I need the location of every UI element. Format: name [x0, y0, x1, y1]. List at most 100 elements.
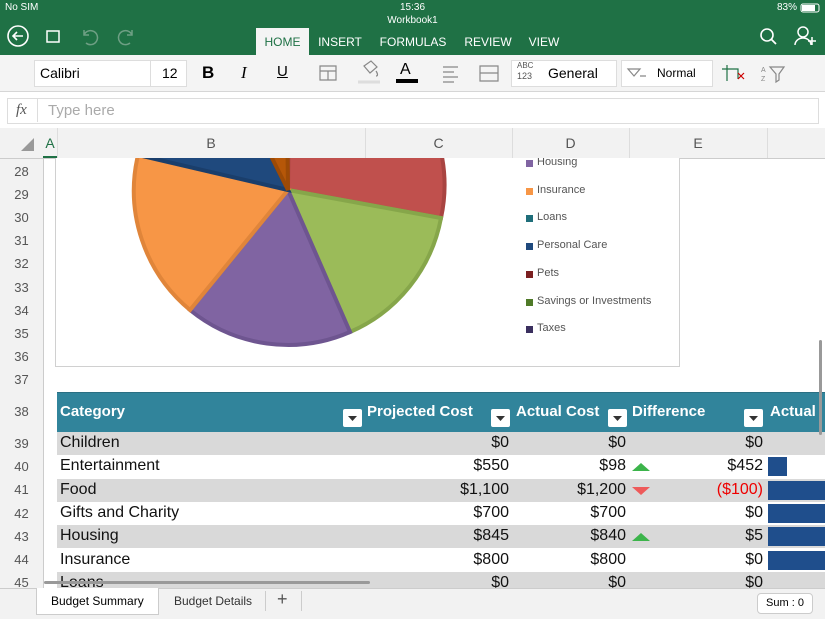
divider — [150, 61, 151, 86]
carrier: No SIM — [5, 2, 39, 13]
undo-button[interactable] — [83, 29, 99, 46]
category-cell[interactable]: Insurance — [60, 550, 131, 568]
cell-style[interactable]: Normal — [657, 66, 696, 80]
cell-style-box[interactable] — [621, 60, 713, 87]
italic-button[interactable]: I — [241, 63, 247, 82]
clock: 15:36 — [399, 2, 426, 13]
sheet-tab[interactable]: Budget Summary — [51, 594, 144, 608]
row-header[interactable]: 32 — [14, 256, 29, 272]
font-color-button[interactable]: A — [400, 61, 411, 78]
ribbon-tab[interactable]: FORMULAS — [379, 35, 447, 49]
data-bar — [768, 527, 825, 547]
value-cell[interactable]: $0 — [745, 434, 763, 451]
row-header[interactable]: 35 — [14, 326, 29, 341]
active-tab[interactable] — [256, 28, 309, 55]
value-cell[interactable]: $0 — [745, 503, 763, 521]
value-cell[interactable]: $800 — [473, 550, 509, 568]
ribbon-tab[interactable]: INSERT — [318, 35, 362, 49]
header-cell: Actual Cost — [516, 403, 600, 420]
value-cell[interactable]: $0 — [608, 434, 626, 451]
row-header[interactable]: 43 — [14, 528, 29, 544]
search-button[interactable] — [760, 28, 774, 42]
number-format-box[interactable] — [511, 60, 617, 87]
underline-button[interactable]: U — [277, 63, 288, 80]
filter-button[interactable] — [343, 409, 362, 427]
select-all[interactable] — [20, 138, 36, 152]
row-header[interactable]: 42 — [14, 505, 29, 521]
value-cell[interactable]: $700 — [473, 503, 509, 521]
share-button[interactable] — [797, 26, 809, 38]
ribbon-tab[interactable]: HOME — [264, 35, 301, 49]
value-cell[interactable]: $0 — [745, 550, 763, 568]
formula-bar[interactable] — [7, 98, 819, 124]
row-header[interactable]: 28 — [14, 163, 29, 179]
workbook-title: Workbook1 — [387, 15, 438, 26]
value-cell[interactable]: $0 — [491, 573, 509, 591]
ribbon-tab[interactable]: REVIEW — [464, 35, 512, 49]
value-cell[interactable]: $0 — [745, 573, 763, 591]
value-cell[interactable]: ($100) — [716, 480, 763, 498]
scrollbar[interactable] — [44, 581, 370, 584]
table-row — [57, 501, 825, 526]
toolbar-icons: AZ — [319, 60, 786, 84]
filter-arrow — [749, 416, 758, 421]
scrollbar[interactable] — [819, 340, 822, 435]
legend-swatch — [526, 243, 533, 251]
value-cell[interactable]: $5 — [745, 527, 763, 545]
row-header[interactable]: 39 — [14, 435, 29, 451]
filter-button[interactable] — [744, 409, 763, 427]
value-cell[interactable]: $550 — [473, 457, 509, 475]
formula-input[interactable]: Type here — [48, 102, 115, 119]
row-header[interactable]: 30 — [14, 210, 29, 225]
row-header[interactable]: 34 — [14, 302, 29, 318]
value-cell[interactable]: $1,100 — [460, 480, 509, 498]
table-row — [57, 548, 825, 572]
column-header[interactable]: E — [693, 135, 703, 151]
status-sum: Sum : 0 — [757, 593, 813, 614]
column-header[interactable]: C — [433, 135, 444, 151]
value-cell[interactable]: $845 — [473, 527, 509, 545]
back-button[interactable] — [7, 25, 29, 47]
value-cell[interactable]: $700 — [590, 503, 626, 521]
row-header[interactable]: 44 — [14, 552, 29, 568]
row-header[interactable]: 33 — [14, 279, 29, 295]
value-cell[interactable]: $840 — [590, 527, 626, 545]
table-row — [57, 478, 825, 502]
row-header[interactable]: 38 — [14, 404, 29, 419]
category-cell[interactable]: Gifts and Charity — [60, 503, 180, 521]
category-cell[interactable]: Entertainment — [60, 457, 160, 475]
filter-button[interactable] — [491, 409, 510, 427]
bold-button[interactable]: B — [202, 63, 215, 82]
row-header[interactable]: 41 — [14, 482, 29, 498]
value-cell[interactable]: $0 — [608, 573, 626, 591]
value-cell[interactable]: $452 — [727, 457, 763, 475]
filter-button[interactable] — [608, 409, 627, 427]
category-cell[interactable]: Children — [60, 434, 120, 451]
files-button[interactable] — [46, 30, 60, 43]
value-cell[interactable]: $0 — [491, 434, 509, 451]
value-cell[interactable]: $98 — [599, 457, 626, 475]
column-header[interactable]: A — [45, 135, 55, 151]
row-header[interactable]: 40 — [14, 458, 29, 474]
value-cell[interactable]: $800 — [590, 550, 626, 568]
column-header[interactable]: B — [206, 135, 216, 151]
row-header[interactable]: 31 — [14, 233, 29, 249]
font-box[interactable] — [34, 60, 187, 87]
row-header[interactable]: 29 — [14, 186, 29, 202]
value-cell[interactable]: $1,200 — [577, 480, 626, 498]
column-header[interactable]: D — [565, 135, 576, 151]
row-header[interactable]: 45 — [14, 575, 29, 591]
down-arrow — [632, 486, 650, 495]
add-sheet-button[interactable]: + — [277, 589, 288, 609]
category-cell[interactable]: Food — [60, 480, 97, 498]
font-name[interactable]: Calibri — [40, 65, 80, 81]
row-header[interactable]: 36 — [14, 349, 29, 365]
redo-button[interactable] — [117, 29, 133, 46]
number-format[interactable]: General — [548, 65, 598, 81]
font-size[interactable]: 12 — [162, 65, 178, 81]
row-header[interactable]: 37 — [14, 372, 29, 388]
ribbon-tab[interactable]: VIEW — [528, 35, 560, 49]
sheet-tab[interactable]: Budget Details — [174, 594, 253, 608]
active-sheet-tab[interactable] — [36, 588, 159, 615]
category-cell[interactable]: Housing — [60, 527, 119, 545]
